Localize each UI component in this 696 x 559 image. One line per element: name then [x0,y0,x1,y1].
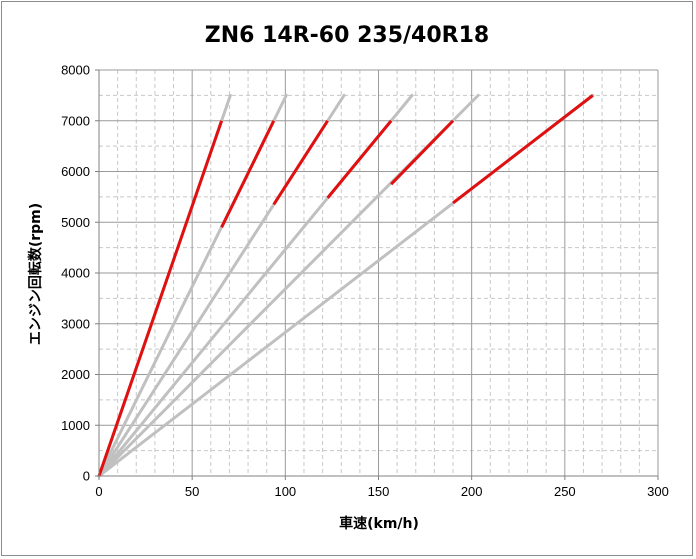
series-group [97,93,595,478]
x-tick-label: 250 [554,484,576,499]
x-tick-label: 50 [185,484,199,499]
y-tick-label: 3000 [61,316,90,331]
shift-band-3 [272,119,329,206]
axes [95,69,659,480]
y-tick-label: 4000 [61,266,90,281]
x-tick-label: 300 [647,484,669,499]
y-tick-label: 1000 [61,418,90,433]
y-axis-label: エンジン回転数(rpm) [27,203,44,345]
x-tick-label: 0 [95,484,102,499]
y-tick-label: 2000 [61,367,90,382]
chart-title: ZN6 14R-60 235/40R18 [205,23,489,48]
x-axis-label: 車速(km/h) [339,515,419,532]
x-tick-label: 200 [461,484,483,499]
shift-band-5 [390,119,455,186]
y-tick-label: 0 [83,469,90,484]
grid [99,69,659,476]
y-tick-label: 8000 [61,63,90,78]
shift-band-1 [97,120,224,477]
shift-band-6 [452,94,594,205]
x-tick-label: 150 [368,484,390,499]
x-tick-label: 100 [274,484,296,499]
tick-labels: 0 50 100 150 200 250 3000100020003000400050006… [61,63,669,500]
y-tick-label: 6000 [61,164,90,179]
shift-band-2 [220,120,276,228]
shift-band-4 [326,119,393,199]
y-tick-label: 5000 [61,215,90,230]
y-tick-label: 7000 [61,113,90,128]
